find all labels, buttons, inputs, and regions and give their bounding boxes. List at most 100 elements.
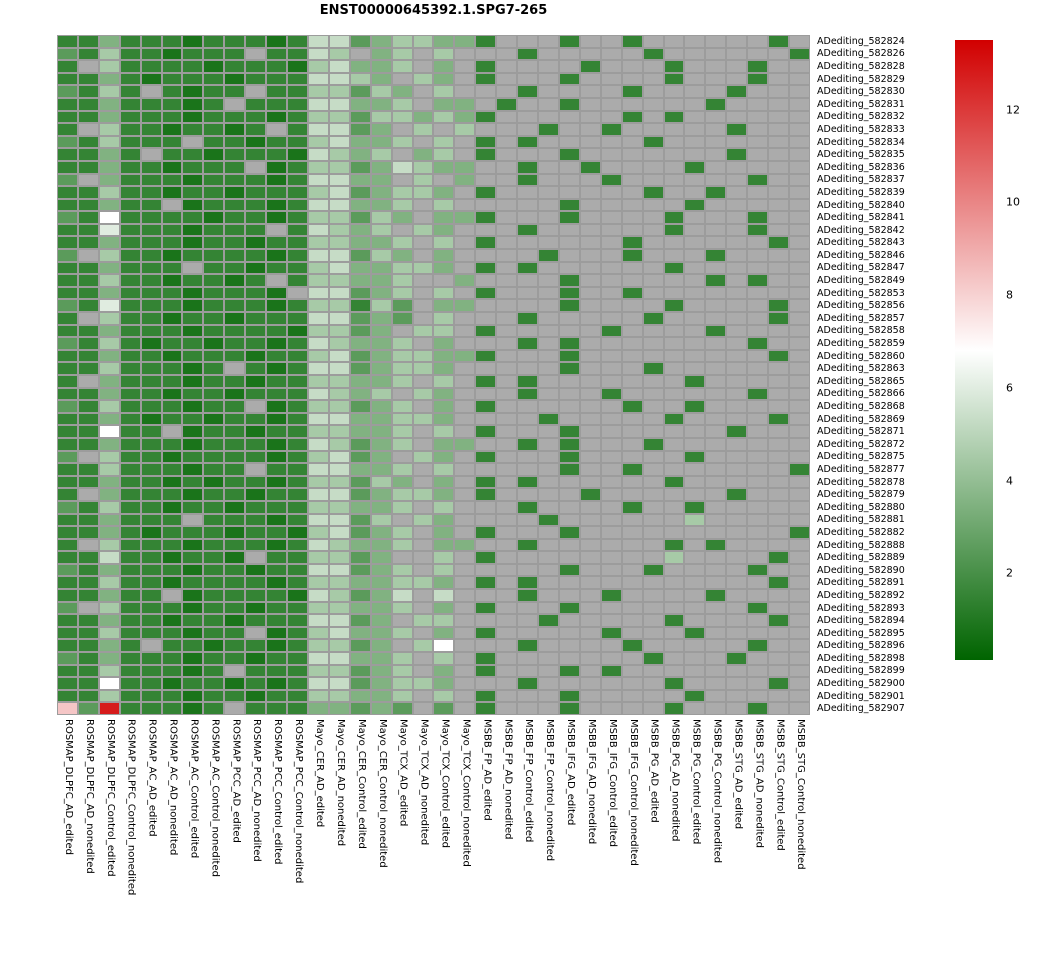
heatmap-cell bbox=[433, 677, 455, 690]
row-label: ADediting_582837 bbox=[817, 174, 905, 186]
heatmap-cell bbox=[768, 362, 790, 375]
heatmap-cell bbox=[579, 223, 601, 237]
heatmap-cell bbox=[517, 60, 539, 73]
heatmap-cell bbox=[621, 362, 643, 375]
heatmap-cell bbox=[224, 362, 246, 375]
heatmap-cell bbox=[412, 324, 434, 338]
heatmap-cell bbox=[789, 689, 810, 703]
heatmap-cell bbox=[496, 47, 518, 61]
heatmap-cell bbox=[266, 374, 288, 388]
heatmap-cell bbox=[140, 689, 162, 703]
heatmap-cell bbox=[663, 664, 685, 678]
heatmap-cell bbox=[245, 500, 267, 514]
heatmap-cell bbox=[412, 500, 434, 514]
heatmap-cell bbox=[412, 450, 434, 464]
heatmap-cell bbox=[642, 324, 664, 338]
heatmap-cell bbox=[705, 601, 727, 615]
heatmap-cell bbox=[663, 85, 685, 98]
heatmap-cell bbox=[558, 223, 580, 237]
heatmap-cell bbox=[496, 312, 518, 325]
heatmap-cell bbox=[307, 186, 329, 199]
row-label: ADediting_582901 bbox=[817, 690, 905, 702]
heatmap-cell bbox=[579, 551, 601, 564]
heatmap-cell bbox=[77, 35, 99, 48]
heatmap-cell bbox=[307, 312, 329, 325]
heatmap-cell bbox=[287, 186, 308, 199]
heatmap-cell bbox=[307, 450, 329, 464]
heatmap-cell bbox=[203, 412, 225, 426]
heatmap-cell bbox=[558, 639, 580, 653]
heatmap-cell bbox=[77, 286, 99, 300]
heatmap-cell bbox=[349, 475, 371, 489]
heatmap-cell bbox=[496, 85, 518, 98]
heatmap-cell bbox=[663, 563, 685, 577]
heatmap-cell bbox=[77, 148, 99, 161]
heatmap-cell bbox=[203, 110, 225, 124]
heatmap-cell bbox=[517, 450, 539, 464]
heatmap-cell bbox=[600, 551, 622, 564]
row-label: ADediting_582871 bbox=[817, 426, 905, 438]
heatmap-cell bbox=[663, 374, 685, 388]
heatmap-cell bbox=[182, 576, 204, 590]
heatmap-cell bbox=[328, 437, 350, 451]
heatmap-cell bbox=[642, 362, 664, 375]
heatmap-cell bbox=[391, 437, 413, 451]
heatmap-cell bbox=[663, 677, 685, 690]
heatmap-cell bbox=[621, 35, 643, 48]
heatmap-cell bbox=[663, 425, 685, 438]
heatmap-cell bbox=[475, 236, 497, 250]
column-label: MSBB_FP_Control_edited bbox=[523, 719, 535, 843]
heatmap-cell bbox=[558, 362, 580, 375]
heatmap-cell bbox=[266, 450, 288, 464]
heatmap-cell bbox=[287, 286, 308, 300]
heatmap-cell bbox=[768, 601, 790, 615]
heatmap-cell bbox=[726, 72, 748, 86]
heatmap-cell bbox=[789, 425, 810, 438]
heatmap-cell bbox=[684, 652, 706, 665]
heatmap-cell bbox=[266, 463, 288, 476]
heatmap-cell bbox=[391, 475, 413, 489]
heatmap-cell bbox=[538, 626, 559, 640]
heatmap-cell bbox=[579, 437, 601, 451]
heatmap-cell bbox=[726, 274, 748, 287]
heatmap-cell bbox=[789, 261, 810, 275]
heatmap-cell bbox=[684, 324, 706, 338]
heatmap-cell bbox=[726, 601, 748, 615]
heatmap-cell bbox=[433, 563, 455, 577]
heatmap-cell bbox=[224, 198, 246, 212]
heatmap-cell bbox=[98, 236, 120, 250]
heatmap-cell bbox=[412, 626, 434, 640]
heatmap-cell bbox=[224, 236, 246, 250]
heatmap-cell bbox=[789, 148, 810, 161]
heatmap-cell bbox=[789, 186, 810, 199]
heatmap-cell bbox=[307, 47, 329, 61]
row-label: ADediting_582896 bbox=[817, 640, 905, 652]
heatmap-cell bbox=[747, 689, 769, 703]
heatmap-cell bbox=[119, 35, 141, 48]
heatmap-cell bbox=[454, 601, 476, 615]
heatmap-cell bbox=[119, 186, 141, 199]
heatmap-cell bbox=[621, 274, 643, 287]
heatmap-cell bbox=[475, 72, 497, 86]
heatmap-cell bbox=[558, 526, 580, 539]
heatmap-cell bbox=[287, 626, 308, 640]
colorbar-tick-label: 6 bbox=[1006, 381, 1013, 395]
heatmap-cell bbox=[538, 387, 559, 401]
heatmap-cell bbox=[496, 500, 518, 514]
heatmap-cell bbox=[266, 652, 288, 665]
heatmap-cell bbox=[558, 626, 580, 640]
heatmap-cell bbox=[558, 387, 580, 401]
heatmap-grid bbox=[57, 35, 810, 715]
heatmap-cell bbox=[621, 538, 643, 552]
heatmap-cell bbox=[642, 475, 664, 489]
heatmap-cell bbox=[789, 614, 810, 627]
heatmap-cell bbox=[182, 601, 204, 615]
heatmap-cell bbox=[349, 123, 371, 136]
heatmap-cell bbox=[768, 664, 790, 678]
heatmap-cell bbox=[496, 349, 518, 363]
heatmap-cell bbox=[391, 702, 413, 715]
heatmap-cell bbox=[768, 198, 790, 212]
heatmap-cell bbox=[328, 652, 350, 665]
heatmap-cell bbox=[433, 576, 455, 590]
